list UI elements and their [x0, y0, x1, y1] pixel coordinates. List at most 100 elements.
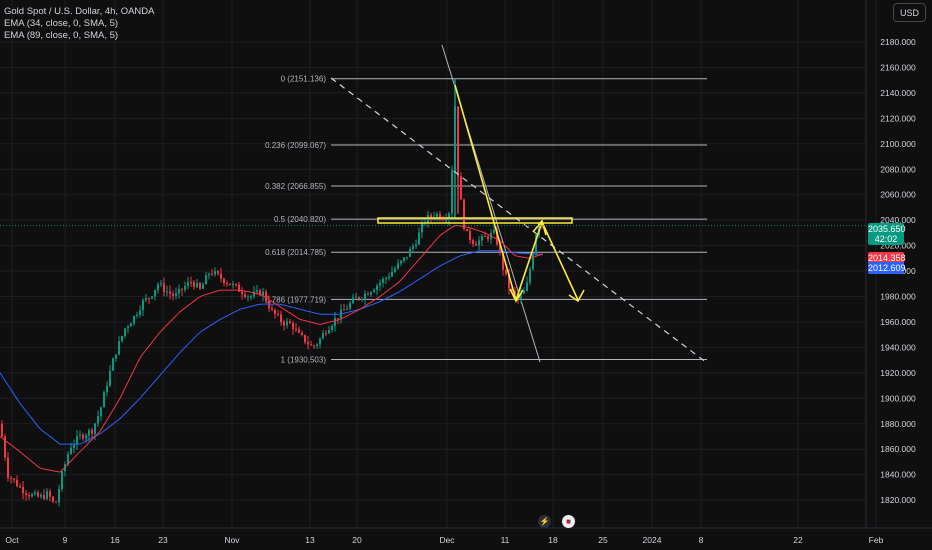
- candle-body: [121, 335, 123, 342]
- candle-body: [484, 236, 486, 238]
- candle-body: [85, 435, 87, 439]
- candle-body: [34, 492, 36, 495]
- candle-body: [370, 292, 372, 295]
- candle-body: [358, 297, 360, 299]
- candle-body: [250, 296, 252, 298]
- candle-body: [163, 283, 165, 293]
- price-tick-label: 2020.000: [880, 241, 916, 251]
- candle-body: [394, 268, 396, 272]
- candle-body: [475, 243, 477, 246]
- candle-body: [205, 275, 207, 285]
- moving-averages: [0, 224, 544, 473]
- candle-body: [496, 229, 498, 245]
- candle-body: [214, 271, 216, 275]
- candle-body: [238, 284, 240, 292]
- candle-body: [13, 478, 15, 480]
- candle-body: [103, 392, 105, 408]
- candle-body: [349, 303, 351, 309]
- arrow-head: [568, 289, 585, 303]
- time-tick-label: Feb: [869, 535, 884, 545]
- arrow-head: [509, 288, 524, 303]
- projected-path: [454, 84, 579, 303]
- candle-body: [10, 477, 12, 479]
- time-tick-label: 13: [305, 535, 315, 545]
- candle-body: [271, 308, 273, 310]
- candle-body: [55, 501, 57, 503]
- candle-body: [265, 291, 267, 302]
- arrow-head: [532, 219, 547, 236]
- lightning-icon[interactable]: ⚡: [538, 515, 551, 528]
- candle-body: [106, 385, 108, 393]
- symbol-title[interactable]: Gold Spot / U.S. Dollar, 4h, OANDA: [4, 6, 155, 17]
- price-tick-label: 2040.000: [880, 215, 916, 225]
- candle-body: [253, 291, 255, 297]
- candle-body: [244, 294, 246, 297]
- candle-body: [70, 447, 72, 455]
- candle-body: [382, 278, 384, 283]
- dashed-trendline: [330, 77, 708, 364]
- ema34-legend[interactable]: EMA (34, close, 0, SMA, 5): [4, 18, 119, 29]
- candle-body: [52, 496, 54, 502]
- time-tick-label: 9: [63, 535, 68, 545]
- candle-body: [223, 278, 225, 284]
- candle-body: [283, 322, 285, 326]
- candle-body: [403, 257, 405, 261]
- candle-body: [46, 491, 48, 499]
- candle-body: [442, 218, 444, 220]
- candle-body: [280, 314, 282, 323]
- price-tick-label: 1900.000: [880, 393, 916, 403]
- candle-body: [364, 293, 366, 299]
- candle-body: [520, 293, 522, 299]
- candle-body: [331, 325, 333, 330]
- candle-body: [28, 494, 30, 497]
- candle-body: [133, 315, 135, 324]
- time-tick-label: Nov: [224, 535, 240, 545]
- price-tick-label: 1820.000: [880, 495, 916, 505]
- candle-body: [193, 282, 195, 287]
- candle-body: [373, 290, 375, 293]
- candle-body: [367, 293, 369, 295]
- candle-body: [529, 269, 531, 283]
- grid-lines: [0, 0, 877, 528]
- candle-body: [463, 199, 465, 229]
- candle-body: [58, 488, 60, 503]
- candle-body: [76, 435, 78, 445]
- candle-body: [49, 491, 51, 497]
- candle-body: [151, 296, 153, 299]
- candle-body: [526, 282, 528, 291]
- candle-body: [415, 244, 417, 247]
- candle-body: [19, 486, 21, 488]
- currency-button[interactable]: USD: [893, 3, 926, 22]
- candle-body: [91, 429, 93, 434]
- candle-body: [310, 344, 312, 346]
- price-tick-label: 2140.000: [880, 88, 916, 98]
- candle-body: [43, 494, 45, 499]
- time-tick-label: 8: [699, 535, 704, 545]
- candle-body: [352, 297, 354, 304]
- candle-body: [295, 328, 297, 330]
- candle-body: [67, 454, 69, 465]
- candle-body: [448, 213, 450, 220]
- candle-body: [460, 176, 462, 200]
- price-tick-label: 2120.000: [880, 113, 916, 123]
- candle-body: [532, 254, 534, 270]
- trend-annotations: [0, 77, 866, 364]
- candle-body: [124, 328, 126, 336]
- candle-body: [112, 358, 114, 371]
- candle-body: [487, 236, 489, 240]
- candle-body: [316, 344, 318, 346]
- candle-body: [229, 283, 231, 286]
- candle-body: [61, 471, 63, 489]
- fib-level-label: 0.382 (2066.855): [265, 182, 326, 191]
- ema89-legend[interactable]: EMA (89, close, 0, SMA, 5): [4, 30, 119, 41]
- us-flag-icon[interactable]: ■: [562, 515, 575, 528]
- candle-body: [322, 333, 324, 339]
- fib-level-label: 0.5 (2040.820): [274, 215, 326, 224]
- price-tick-label: 1860.000: [880, 444, 916, 454]
- candle-body: [154, 290, 156, 297]
- candle-body: [502, 253, 504, 270]
- time-tick-label: Dec: [439, 535, 455, 545]
- price-tick-label: 2160.000: [880, 62, 916, 72]
- candlestick-series: [1, 78, 543, 507]
